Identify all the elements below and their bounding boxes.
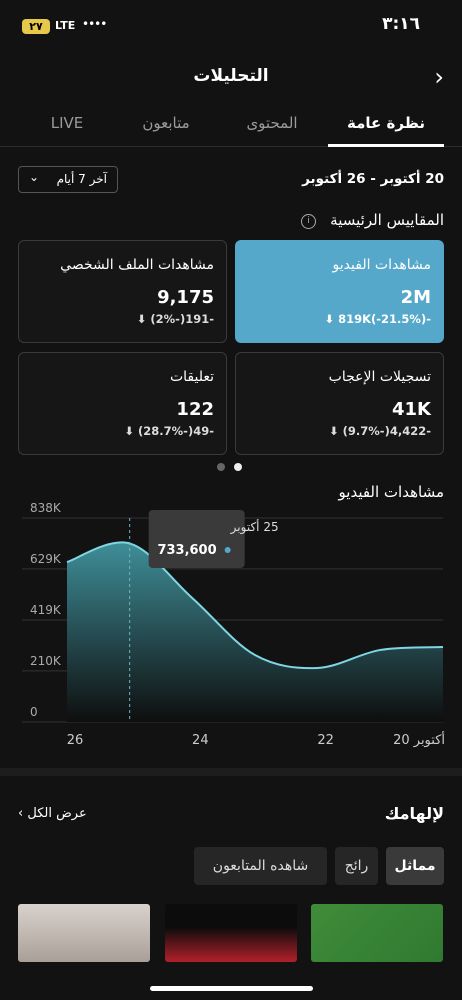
change-text: -819K(-21.5%) bbox=[338, 312, 431, 326]
y-tick-label: 838K bbox=[30, 501, 62, 515]
video-thumbnail[interactable] bbox=[165, 904, 297, 962]
metric-change: -191(-2%) ⬇ bbox=[136, 312, 214, 326]
metric-title: مشاهدات الملف الشخصي bbox=[60, 257, 214, 273]
x-tick-label: 20 أكتوبر bbox=[393, 731, 445, 748]
x-tick-label: 26 bbox=[67, 733, 84, 748]
metric-change: -49(-28.7%) ⬇ bbox=[124, 424, 214, 438]
see-all-label: عرض الكل bbox=[27, 806, 87, 821]
tooltip-title: 25 أكتوبر bbox=[230, 519, 279, 535]
network: LTE bbox=[55, 19, 76, 32]
y-tick-label: 419K bbox=[30, 603, 62, 617]
metric-card[interactable]: تسجيلات الإعجاب 41K -4,422(-9.7%) ⬇ bbox=[235, 352, 444, 455]
section-title: المقاييس الرئيسية bbox=[330, 211, 444, 229]
tooltip-value: 733,600 bbox=[157, 543, 216, 558]
see-all[interactable]: ‹ عرض الكل bbox=[18, 806, 87, 821]
date-range: 20 أكتوبر - 26 أكتوبر bbox=[302, 171, 444, 187]
page-dot bbox=[234, 463, 242, 471]
page-title: التحليلات bbox=[193, 66, 269, 86]
time: ٣:١٦ bbox=[382, 14, 420, 34]
y-tick-label: 0 bbox=[30, 705, 38, 719]
tab[interactable]: متابعون bbox=[142, 114, 190, 132]
filter-chip[interactable]: شاهده المتابعون bbox=[194, 847, 327, 885]
chart: 0 210K 419K 629K 838K 26 24 22 20 أكتوبر 25 أكتوب… bbox=[22, 501, 445, 748]
change-text: -191(-2%) bbox=[150, 312, 214, 326]
section-separator bbox=[0, 768, 462, 776]
info-icon[interactable]: i bbox=[301, 214, 316, 229]
tooltip-dot bbox=[224, 547, 231, 553]
metric-value: 2M bbox=[400, 287, 431, 308]
metric-value: 9,175 bbox=[157, 287, 214, 308]
signal: •••• bbox=[82, 17, 107, 31]
metric-title: تسجيلات الإعجاب bbox=[328, 369, 431, 385]
y-tick-label: 210K bbox=[30, 654, 62, 668]
section-title: لإلهامك bbox=[384, 804, 444, 823]
period-selector[interactable]: آخر 7 أيام ⌄ bbox=[18, 166, 118, 193]
metric-card[interactable]: مشاهدات الملف الشخصي 9,175 -191(-2%) ⬇ bbox=[18, 240, 227, 343]
x-tick-label: 24 bbox=[192, 733, 209, 748]
video-thumbnail[interactable] bbox=[311, 904, 443, 962]
tooltip bbox=[148, 510, 245, 568]
back-button[interactable]: › bbox=[434, 63, 444, 91]
tab[interactable]: LIVE bbox=[50, 114, 84, 132]
home-indicator bbox=[150, 986, 313, 991]
metric-title: تعليقات bbox=[169, 369, 214, 385]
change-text: -4,422(-9.7%) bbox=[342, 424, 431, 438]
y-tick-label: 629K bbox=[30, 552, 62, 566]
x-tick-label: 22 bbox=[317, 733, 334, 748]
area bbox=[67, 542, 443, 722]
chevron: ⌄ bbox=[29, 170, 40, 184]
tab[interactable]: نظرة عامة bbox=[347, 114, 425, 132]
metric-change: -4,422(-9.7%) ⬇ bbox=[328, 424, 431, 438]
tab[interactable]: المحتوى bbox=[246, 114, 298, 132]
battery: ٢٧ bbox=[22, 19, 50, 34]
metric-change: -819K(-21.5%) ⬇ bbox=[324, 312, 431, 326]
metric-value: 122 bbox=[176, 399, 214, 420]
page-dot bbox=[217, 463, 225, 471]
metric-card[interactable]: تعليقات 122 -49(-28.7%) ⬇ bbox=[18, 352, 227, 455]
period-label: آخر 7 أيام bbox=[56, 172, 107, 186]
metric-value: 41K bbox=[392, 399, 431, 420]
filter-chip[interactable]: رائج bbox=[335, 847, 378, 885]
video-thumbnail[interactable] bbox=[18, 904, 150, 962]
tab-divider bbox=[0, 146, 462, 147]
chart-title: مشاهدات الفيديو bbox=[338, 483, 444, 501]
filter-chip[interactable]: مماثل bbox=[386, 847, 444, 885]
metric-card[interactable]: مشاهدات الفيديو 2M -819K(-21.5%) ⬇ bbox=[235, 240, 444, 343]
metric-title: مشاهدات الفيديو bbox=[332, 257, 431, 273]
tab-indicator bbox=[328, 144, 444, 147]
change-text: -49(-28.7%) bbox=[138, 424, 214, 438]
